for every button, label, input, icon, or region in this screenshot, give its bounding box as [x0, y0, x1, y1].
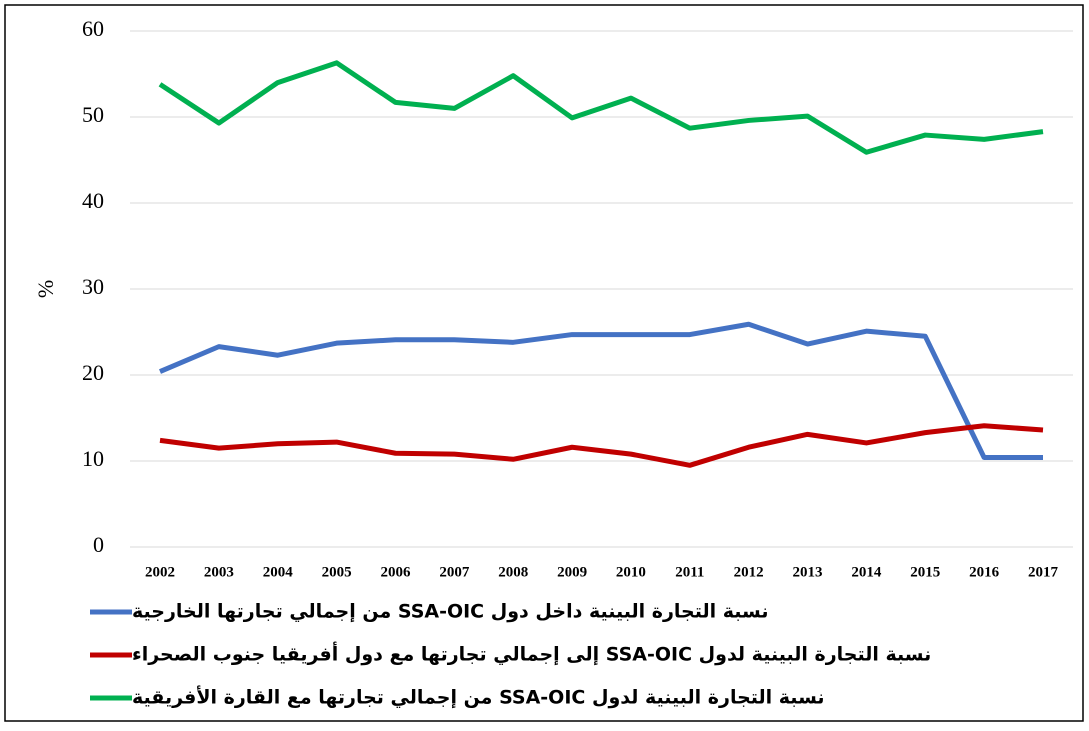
x-tick-label: 2006	[380, 564, 411, 580]
x-tick-label: 2016	[969, 564, 1000, 580]
x-tick-label: 2002	[145, 564, 175, 580]
y-tick-label: 20	[82, 360, 104, 385]
x-tick-label: 2004	[263, 564, 294, 580]
x-tick-label: 2008	[498, 564, 528, 580]
x-tick-label: 2017	[1028, 564, 1059, 580]
series-line	[158, 60, 1044, 155]
frame	[4, 4, 1084, 722]
y-axis-label: %	[33, 280, 58, 298]
x-tick-label: 2012	[734, 564, 764, 580]
legend-label: نسبة التجارة البينية داخل دول SSA-OIC من…	[132, 601, 769, 623]
series-line	[159, 321, 1043, 461]
x-tick-label: 2015	[910, 564, 940, 580]
y-tick-label: 60	[82, 16, 104, 41]
y-tick-label: 30	[82, 274, 104, 299]
legend-label: نسبة التجارة البينية لدول SSA-OIC إلى إج…	[132, 642, 931, 666]
y-tick-label: 40	[82, 188, 104, 213]
x-tick-label: 2009	[557, 564, 587, 580]
x-tick-label: 2011	[675, 564, 704, 580]
x-tick-label: 2010	[616, 564, 646, 580]
x-tick-label: 2014	[851, 564, 882, 580]
x-tick-label: 2013	[793, 564, 823, 580]
y-tick-label: 0	[93, 532, 104, 557]
x-tick-label: 2005	[322, 564, 352, 580]
y-tick-label: 50	[82, 102, 104, 127]
x-tick-label: 2007	[439, 564, 470, 580]
series-line	[159, 423, 1044, 468]
x-tick-label: 2003	[204, 564, 234, 580]
legend-label: نسبة التجارة البينية لدول SSA-OIC من إجم…	[132, 686, 825, 709]
y-tick-label: 10	[82, 446, 104, 471]
